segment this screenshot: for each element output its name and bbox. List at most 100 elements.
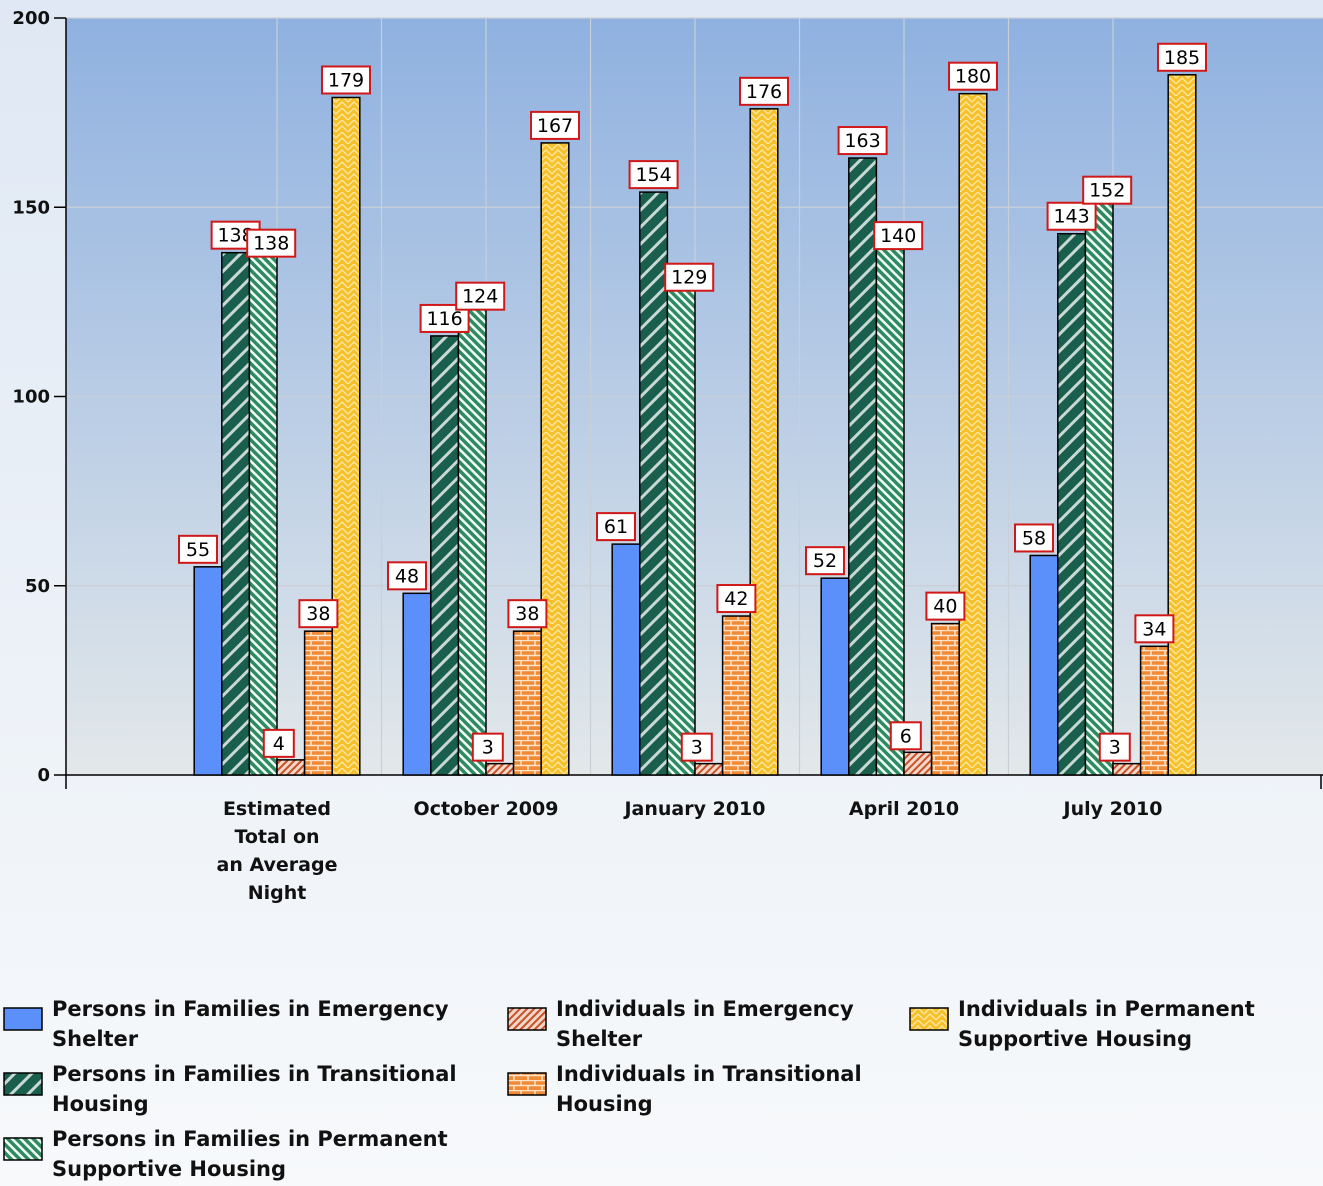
data-label-box (873, 221, 924, 251)
data-label-box (1134, 614, 1175, 644)
bar (303, 630, 333, 776)
x-category-label: Estimated (223, 798, 331, 820)
data-label-box (664, 262, 715, 292)
data-label: 38 (306, 603, 330, 625)
data-label: 143 (1053, 206, 1089, 228)
data-label-box (455, 281, 506, 311)
legend-swatch (909, 1007, 949, 1031)
bar (1084, 198, 1114, 776)
x-category-label: October 2009 (414, 798, 559, 820)
bar (820, 577, 850, 776)
data-label-box (471, 732, 504, 762)
legend-label: Individuals in Permanent (958, 997, 1255, 1021)
data-label: 154 (635, 164, 671, 186)
bar (694, 762, 724, 776)
legend-label: Housing (52, 1092, 149, 1116)
data-label: 140 (880, 225, 916, 247)
legend-label: Persons in Families in Permanent (52, 1127, 448, 1151)
y-tick-label: 50 (25, 576, 50, 597)
data-label-box (837, 126, 888, 156)
legend-label: Supportive Housing (52, 1157, 286, 1181)
data-label: 124 (462, 286, 498, 308)
data-label-box (739, 76, 789, 106)
legend-label: Persons in Families in Emergency (52, 997, 449, 1021)
data-label: 185 (1164, 47, 1200, 69)
data-label: 3 (1109, 737, 1121, 759)
data-label: 176 (746, 81, 782, 103)
bar (848, 157, 878, 776)
bar (331, 96, 361, 776)
bar (457, 304, 487, 776)
legend-swatch (507, 1072, 547, 1096)
bar (512, 630, 542, 776)
data-label-box (948, 61, 998, 91)
data-label: 38 (515, 603, 539, 625)
y-tick-label: 150 (12, 197, 50, 218)
legend: Persons in Families in Emergency Shelter P… (3, 997, 1255, 1181)
data-label: 40 (933, 596, 957, 618)
data-label: 152 (1089, 180, 1125, 202)
data-label-box (680, 732, 713, 762)
legend-label: Housing (556, 1092, 653, 1116)
bar (1029, 554, 1059, 776)
data-label: 52 (813, 550, 837, 572)
bar (1057, 232, 1087, 776)
data-label: 129 (671, 267, 707, 289)
data-label: 138 (217, 225, 253, 247)
data-label: 34 (1142, 618, 1166, 640)
data-label-box (805, 546, 845, 576)
bar (611, 543, 641, 776)
bar (749, 108, 779, 776)
x-category-label: an Average (217, 854, 338, 876)
data-label: 3 (691, 737, 703, 759)
bar (666, 285, 696, 776)
data-label-box (1082, 175, 1133, 205)
bar (1167, 74, 1197, 776)
data-label-box (321, 65, 371, 95)
data-label-box (925, 591, 966, 621)
data-label: 4 (273, 733, 285, 755)
data-label: 3 (482, 737, 494, 759)
bar (958, 92, 988, 776)
legend-swatch (507, 1007, 547, 1031)
x-category-label: July 2010 (1062, 798, 1163, 820)
data-label: 61 (604, 516, 628, 538)
y-tick-label: 0 (37, 765, 50, 786)
data-label-box (507, 599, 548, 629)
legend-swatch (3, 1137, 43, 1161)
data-label-box (716, 584, 757, 614)
data-label: 180 (955, 66, 991, 88)
bar (248, 251, 278, 776)
data-label-box (1046, 201, 1097, 231)
data-label-box (262, 728, 295, 758)
bar (1112, 762, 1142, 776)
bar (430, 335, 460, 776)
bar (875, 244, 905, 776)
bars (193, 74, 1197, 776)
x-category-label: April 2010 (849, 798, 959, 820)
data-label: 116 (426, 308, 462, 330)
data-label-box (530, 110, 580, 140)
data-labels: 55 48 61 52 58 138 116 154 163 143 138 124 129 140 152… (178, 42, 1207, 762)
bar (221, 251, 251, 776)
data-label: 138 (253, 233, 289, 255)
legend-label: Individuals in Emergency (556, 997, 854, 1021)
bar (721, 615, 751, 776)
data-label: 42 (724, 588, 748, 610)
data-label: 48 (395, 565, 419, 587)
data-label-box (889, 721, 922, 751)
x-category-label: Night (248, 882, 307, 904)
data-label: 179 (328, 69, 364, 91)
bar (540, 142, 570, 776)
data-label: 167 (537, 115, 573, 137)
legend-swatch (3, 1007, 43, 1031)
y-tick-label: 100 (12, 387, 50, 408)
data-label: 163 (844, 130, 880, 152)
data-label-box (596, 512, 636, 542)
data-label-box (628, 160, 679, 190)
bar (402, 592, 432, 776)
legend-swatch (3, 1072, 43, 1096)
data-label-box (178, 534, 218, 564)
